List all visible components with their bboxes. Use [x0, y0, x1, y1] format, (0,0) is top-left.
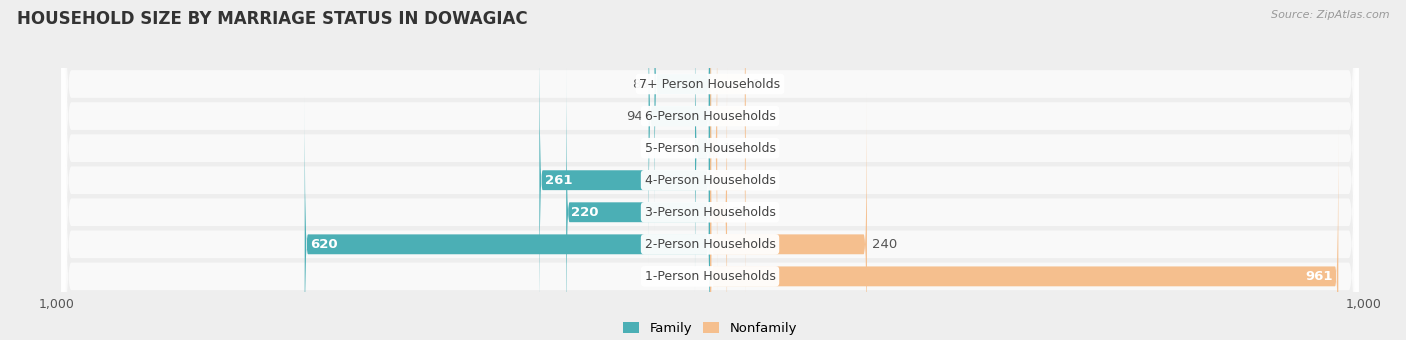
Text: 6-Person Households: 6-Person Households: [644, 109, 776, 123]
FancyBboxPatch shape: [62, 0, 1358, 340]
FancyBboxPatch shape: [710, 126, 1339, 340]
Text: 1-Person Households: 1-Person Households: [644, 270, 776, 283]
Text: 0: 0: [751, 174, 759, 187]
FancyBboxPatch shape: [62, 0, 1358, 340]
FancyBboxPatch shape: [710, 30, 747, 330]
Text: 7+ Person Households: 7+ Person Households: [640, 78, 780, 90]
Text: 4-Person Households: 4-Person Households: [644, 174, 776, 187]
Text: 261: 261: [544, 174, 572, 187]
Text: Source: ZipAtlas.com: Source: ZipAtlas.com: [1271, 10, 1389, 20]
Text: HOUSEHOLD SIZE BY MARRIAGE STATUS IN DOWAGIAC: HOUSEHOLD SIZE BY MARRIAGE STATUS IN DOW…: [17, 10, 527, 28]
Text: 94: 94: [627, 109, 644, 123]
FancyBboxPatch shape: [654, 0, 710, 234]
FancyBboxPatch shape: [710, 62, 727, 340]
FancyBboxPatch shape: [710, 94, 868, 340]
Text: 620: 620: [309, 238, 337, 251]
FancyBboxPatch shape: [710, 0, 717, 299]
Text: 11: 11: [723, 142, 740, 155]
FancyBboxPatch shape: [62, 0, 1358, 340]
Text: 240: 240: [872, 238, 897, 251]
FancyBboxPatch shape: [567, 62, 710, 340]
Text: 2-Person Households: 2-Person Households: [644, 238, 776, 251]
FancyBboxPatch shape: [62, 0, 1358, 340]
Text: 961: 961: [1306, 270, 1333, 283]
FancyBboxPatch shape: [648, 0, 710, 267]
Text: 5-Person Households: 5-Person Households: [644, 142, 776, 155]
Text: 0: 0: [751, 78, 759, 90]
FancyBboxPatch shape: [695, 0, 710, 299]
Text: 26: 26: [733, 206, 749, 219]
FancyBboxPatch shape: [62, 0, 1358, 340]
FancyBboxPatch shape: [710, 0, 747, 234]
FancyBboxPatch shape: [62, 0, 1358, 340]
Text: 220: 220: [571, 206, 599, 219]
Legend: Family, Nonfamily: Family, Nonfamily: [623, 322, 797, 335]
Text: 85: 85: [633, 78, 650, 90]
FancyBboxPatch shape: [305, 94, 710, 340]
FancyBboxPatch shape: [710, 0, 747, 267]
FancyBboxPatch shape: [540, 30, 710, 330]
FancyBboxPatch shape: [62, 0, 1358, 340]
Text: 23: 23: [672, 142, 690, 155]
Text: 3-Person Households: 3-Person Households: [644, 206, 776, 219]
Text: 0: 0: [751, 109, 759, 123]
